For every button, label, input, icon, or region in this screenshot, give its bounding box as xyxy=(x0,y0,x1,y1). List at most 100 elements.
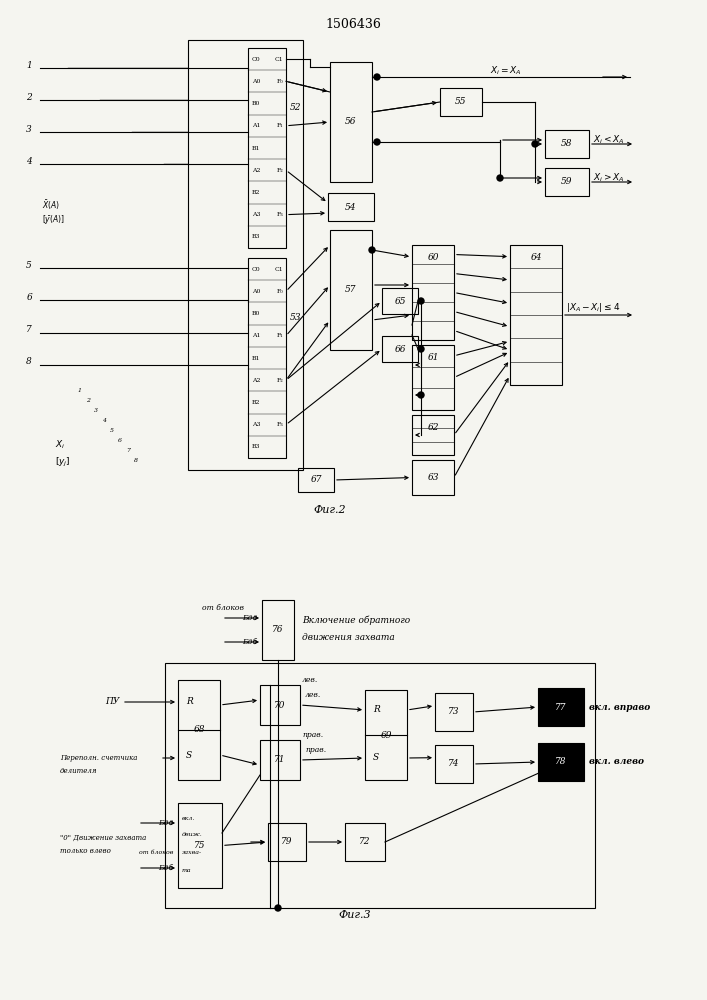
Text: движения захвата: движения захвата xyxy=(302,634,395,643)
Text: B0: B0 xyxy=(252,101,260,106)
Text: лев.: лев. xyxy=(302,676,318,684)
Text: 6: 6 xyxy=(118,438,122,442)
Text: ПУ: ПУ xyxy=(105,698,120,706)
Text: F₂: F₂ xyxy=(276,378,283,383)
Text: A3: A3 xyxy=(252,212,260,217)
Circle shape xyxy=(374,74,380,80)
Bar xyxy=(435,693,473,731)
Circle shape xyxy=(418,346,424,352)
Text: 1506436: 1506436 xyxy=(325,18,381,31)
Circle shape xyxy=(275,905,281,911)
Text: 5: 5 xyxy=(26,260,32,269)
Text: 53: 53 xyxy=(290,314,301,322)
Text: $X_i = X_A$: $X_i = X_A$ xyxy=(490,65,522,77)
Text: захва-: захва- xyxy=(182,850,202,856)
Bar xyxy=(412,345,454,410)
Text: $X_i$: $X_i$ xyxy=(55,439,65,451)
Text: вкл. вправо: вкл. вправо xyxy=(589,702,650,712)
Text: F₀: F₀ xyxy=(276,79,283,84)
Text: 68: 68 xyxy=(193,726,205,734)
Text: от блоков: от блоков xyxy=(202,604,244,612)
Text: B1: B1 xyxy=(252,356,260,360)
Text: F₀: F₀ xyxy=(276,289,283,294)
Text: 2: 2 xyxy=(86,397,90,402)
Text: 78: 78 xyxy=(555,758,567,766)
Text: B1: B1 xyxy=(252,145,260,150)
Text: 73: 73 xyxy=(448,708,460,716)
Text: 54: 54 xyxy=(345,202,357,212)
Text: та: та xyxy=(182,867,192,872)
Text: 77: 77 xyxy=(555,702,567,712)
Bar xyxy=(538,688,584,726)
Text: 64: 64 xyxy=(530,252,542,261)
Text: прав.: прав. xyxy=(305,746,326,754)
Text: 67: 67 xyxy=(310,476,322,485)
Text: 79: 79 xyxy=(281,838,293,846)
Bar xyxy=(382,336,418,362)
Text: F₃: F₃ xyxy=(276,212,283,217)
Text: 56: 56 xyxy=(345,117,357,126)
Text: A1: A1 xyxy=(252,123,260,128)
Text: $X_i < X_A$: $X_i < X_A$ xyxy=(593,134,625,146)
Text: Бдб: Бдб xyxy=(242,638,257,646)
Text: 59: 59 xyxy=(561,178,573,186)
Text: только влево: только влево xyxy=(60,847,111,855)
Text: Фиг.3: Фиг.3 xyxy=(339,910,371,920)
Text: "0" Движение захвата: "0" Движение захвата xyxy=(60,834,146,842)
Text: 6: 6 xyxy=(26,292,32,302)
Text: F₂: F₂ xyxy=(276,168,283,173)
Text: 61: 61 xyxy=(427,353,439,361)
Circle shape xyxy=(418,298,424,304)
Text: A3: A3 xyxy=(252,422,260,427)
Text: 72: 72 xyxy=(359,838,370,846)
Text: 63: 63 xyxy=(427,473,439,482)
Text: 3: 3 xyxy=(26,124,32,133)
Text: 70: 70 xyxy=(274,700,286,710)
Text: $|X_A - X_i| \leq 4$: $|X_A - X_i| \leq 4$ xyxy=(566,302,620,314)
Bar xyxy=(412,460,454,495)
Text: 69: 69 xyxy=(380,730,392,740)
Bar xyxy=(188,40,303,470)
Text: Бдд: Бдд xyxy=(158,819,173,827)
Text: C1: C1 xyxy=(274,267,283,272)
Text: вкл.: вкл. xyxy=(182,816,195,820)
Bar xyxy=(328,193,374,221)
Text: Бдб: Бдб xyxy=(158,864,173,872)
Text: $X_i > X_A$: $X_i > X_A$ xyxy=(593,172,625,184)
Text: 76: 76 xyxy=(272,626,284,635)
Text: 71: 71 xyxy=(274,756,286,764)
Text: 7: 7 xyxy=(126,448,130,452)
Text: C1: C1 xyxy=(274,57,283,62)
Text: 75: 75 xyxy=(194,841,206,850)
Bar xyxy=(268,823,306,861)
Text: 52: 52 xyxy=(290,104,301,112)
Text: A0: A0 xyxy=(252,79,260,84)
Text: лев.: лев. xyxy=(305,691,321,699)
Text: 62: 62 xyxy=(427,422,439,432)
Text: 5: 5 xyxy=(110,428,114,432)
Text: 55: 55 xyxy=(455,98,467,106)
Bar xyxy=(298,468,334,492)
Text: 60: 60 xyxy=(427,252,439,261)
Text: F₁: F₁ xyxy=(276,333,283,338)
Text: 7: 7 xyxy=(26,326,32,334)
Text: делителя: делителя xyxy=(60,767,98,775)
Circle shape xyxy=(369,247,375,253)
Text: R: R xyxy=(373,706,380,714)
Text: Бдд: Бдд xyxy=(242,614,257,622)
Text: B0: B0 xyxy=(252,311,260,316)
Bar xyxy=(435,745,473,783)
Bar xyxy=(345,823,385,861)
Bar xyxy=(538,743,584,781)
Text: 8: 8 xyxy=(134,458,138,462)
Text: A1: A1 xyxy=(252,333,260,338)
Bar xyxy=(260,740,300,780)
Text: прав.: прав. xyxy=(302,731,323,739)
Bar xyxy=(248,48,286,248)
Bar xyxy=(412,245,454,340)
Text: 3: 3 xyxy=(94,408,98,412)
Bar xyxy=(330,62,372,182)
Text: C0: C0 xyxy=(252,57,261,62)
Circle shape xyxy=(374,139,380,145)
Circle shape xyxy=(418,392,424,398)
